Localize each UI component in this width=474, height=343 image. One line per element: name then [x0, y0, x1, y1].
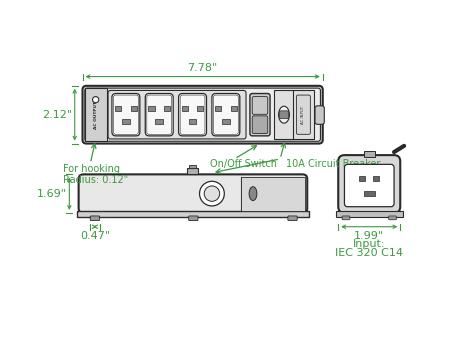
- Bar: [189, 119, 196, 124]
- Text: AC INPUT: AC INPUT: [301, 106, 305, 124]
- FancyBboxPatch shape: [212, 94, 240, 136]
- Ellipse shape: [249, 187, 257, 201]
- Text: Input:: Input:: [353, 239, 385, 249]
- FancyBboxPatch shape: [389, 216, 396, 220]
- FancyBboxPatch shape: [315, 106, 324, 124]
- Text: IEC 320 C14: IEC 320 C14: [335, 248, 403, 258]
- FancyBboxPatch shape: [252, 97, 268, 114]
- Circle shape: [204, 186, 219, 201]
- FancyBboxPatch shape: [113, 95, 138, 134]
- FancyBboxPatch shape: [338, 155, 400, 213]
- FancyBboxPatch shape: [90, 216, 100, 221]
- Circle shape: [200, 181, 224, 206]
- Text: 1.69": 1.69": [37, 189, 67, 199]
- Bar: [222, 119, 230, 124]
- FancyBboxPatch shape: [252, 116, 268, 133]
- Ellipse shape: [279, 106, 290, 123]
- Text: 10A Circuit Breaker: 10A Circuit Breaker: [285, 159, 380, 169]
- Text: 7.78": 7.78": [188, 63, 218, 73]
- Bar: [77, 211, 309, 217]
- FancyBboxPatch shape: [342, 216, 350, 220]
- FancyBboxPatch shape: [82, 86, 323, 144]
- Bar: [241, 177, 305, 211]
- Bar: [197, 106, 203, 111]
- Text: AC OUTPUT: AC OUTPUT: [94, 101, 98, 129]
- Bar: [364, 191, 374, 196]
- Bar: [148, 106, 155, 111]
- Bar: [187, 168, 198, 174]
- Bar: [230, 106, 237, 111]
- FancyBboxPatch shape: [85, 88, 320, 141]
- FancyBboxPatch shape: [108, 91, 246, 139]
- Text: 0.47": 0.47": [80, 230, 110, 240]
- FancyBboxPatch shape: [213, 95, 238, 134]
- FancyBboxPatch shape: [189, 216, 198, 221]
- Bar: [182, 106, 188, 111]
- Circle shape: [92, 97, 99, 103]
- Bar: [164, 106, 170, 111]
- FancyBboxPatch shape: [112, 94, 140, 136]
- FancyBboxPatch shape: [288, 216, 297, 221]
- Bar: [115, 106, 121, 111]
- Bar: [122, 119, 130, 124]
- FancyBboxPatch shape: [147, 95, 172, 134]
- FancyBboxPatch shape: [345, 164, 394, 207]
- FancyBboxPatch shape: [79, 174, 307, 213]
- Text: On/Off Switch: On/Off Switch: [210, 159, 277, 169]
- FancyBboxPatch shape: [296, 95, 310, 134]
- Text: 1.99": 1.99": [354, 230, 384, 240]
- Bar: [336, 211, 402, 217]
- FancyBboxPatch shape: [250, 94, 270, 136]
- Bar: [130, 106, 137, 111]
- Bar: [190, 165, 196, 168]
- Bar: [274, 91, 314, 139]
- Bar: [215, 106, 221, 111]
- FancyBboxPatch shape: [179, 94, 207, 136]
- Bar: [155, 119, 163, 124]
- Bar: [85, 88, 107, 141]
- FancyBboxPatch shape: [145, 94, 173, 136]
- FancyBboxPatch shape: [279, 111, 289, 119]
- FancyBboxPatch shape: [180, 95, 205, 134]
- Bar: [364, 151, 374, 157]
- Bar: [359, 176, 365, 181]
- Text: For hooking
Radius: 0.12": For hooking Radius: 0.12": [63, 164, 128, 185]
- Text: 2.12": 2.12": [42, 110, 73, 120]
- Bar: [373, 176, 379, 181]
